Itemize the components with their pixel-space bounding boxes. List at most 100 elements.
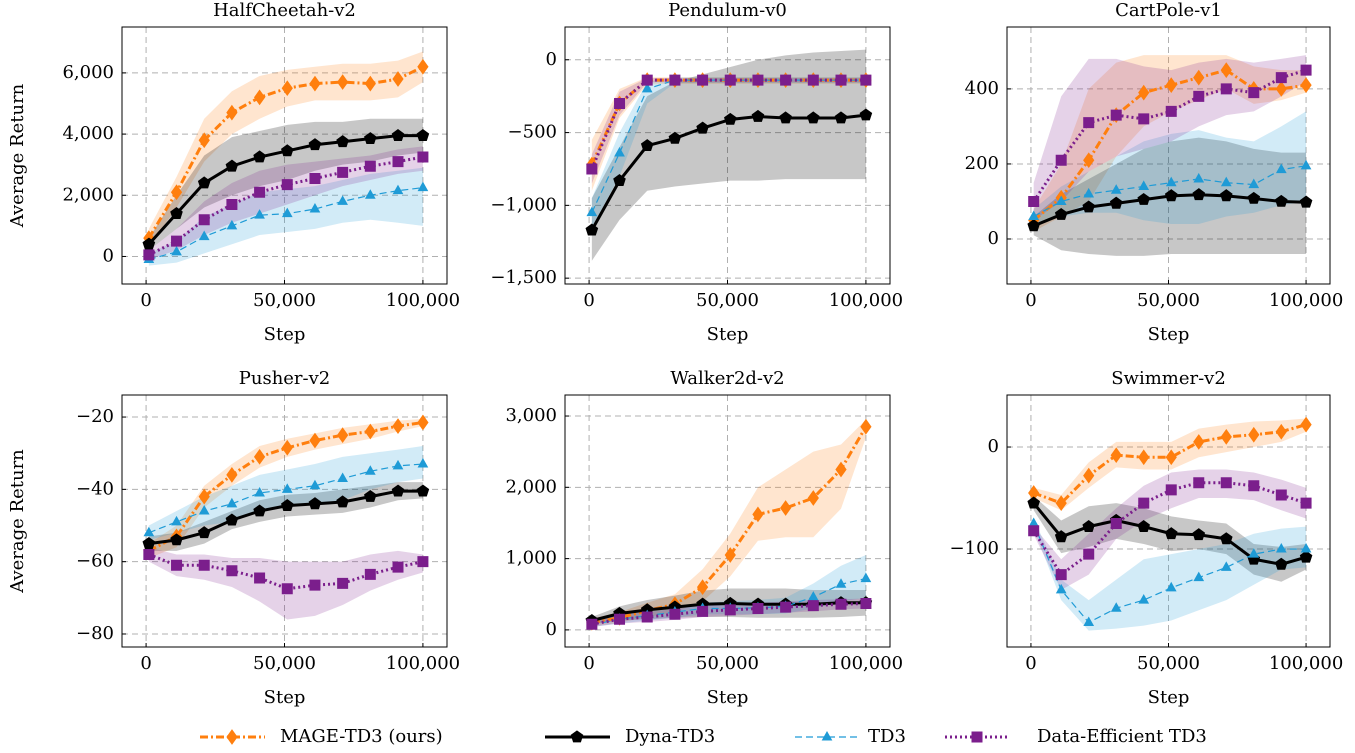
marker [416,484,430,497]
band [148,445,423,540]
marker [417,414,429,431]
marker [170,206,183,219]
marker [668,131,682,144]
marker [336,495,349,508]
x-tick-label: 0 [1025,290,1036,311]
marker [1275,543,1287,553]
x-tick-label: 100,000 [386,290,460,311]
marker [752,603,764,615]
marker [860,572,872,583]
marker [1299,550,1313,563]
marker [1275,489,1287,501]
band [1033,55,1307,232]
marker [143,548,155,560]
marker [1110,602,1122,612]
marker [171,235,183,247]
marker [586,163,598,175]
x-tick-label: 50,000 [696,290,759,311]
marker [1300,77,1312,94]
marker [669,608,681,620]
marker [807,74,819,86]
marker [1110,518,1122,530]
marker [171,245,182,256]
marker [416,128,430,141]
marker [1299,195,1313,208]
marker [364,160,376,172]
marker [1083,152,1095,169]
marker [724,604,736,616]
marker [337,74,349,90]
marker [1220,532,1233,545]
subplot: Pendulum-v0 Step −1,500 −1,000 −500 0 0 50,000 1… [490,0,903,345]
marker [1192,528,1206,541]
x-tick-label: 50,000 [253,290,316,311]
marker [807,111,820,124]
marker [1137,519,1150,532]
marker [198,214,210,226]
y-tick-label: −20 [76,406,114,427]
marker [1110,109,1122,121]
marker [1193,172,1205,183]
marker [1138,594,1150,604]
marker [834,111,848,124]
y-tick-label: 1,000 [505,548,557,569]
marker [640,139,654,151]
marker [1083,117,1095,129]
marker [254,186,266,198]
marker [364,423,376,440]
marker [143,526,155,537]
marker [1220,561,1232,571]
marker [198,230,210,241]
marker [337,166,349,178]
marker [696,579,709,595]
marker [570,730,584,743]
marker [417,151,429,163]
marker [337,195,348,205]
marker [1055,583,1067,594]
marker [1275,81,1287,97]
marker [254,209,265,219]
marker [1275,557,1288,570]
marker [752,74,764,86]
y-axis-label: Average Return [7,449,28,594]
subplot-title: Swimmer-v2 [1111,368,1226,389]
x-tick-label: 50,000 [1137,290,1200,311]
marker [724,112,737,125]
y-tick-label: 2,000 [505,476,557,497]
marker [807,591,819,601]
x-tick-label: 100,000 [1269,290,1343,311]
marker [641,82,653,93]
marker [807,490,819,506]
marker [751,109,765,122]
marker [1193,434,1205,450]
marker [1138,497,1150,509]
subplot: HalfCheetah-v2 Average Return Step 0 2,000 4,… [7,0,460,345]
x-tick-label: 50,000 [253,653,316,674]
axes-frame [1006,26,1331,285]
series-line [591,79,866,213]
marker [392,71,404,87]
marker [1110,447,1122,464]
x-axis-label: Step [707,687,749,708]
marker [254,486,265,497]
marker [1028,525,1040,537]
marker [1054,530,1068,543]
marker [198,505,210,515]
marker [835,74,847,86]
marker [1055,154,1067,166]
marker [281,483,293,493]
marker [281,583,293,595]
legend-label: Dyna-TD3 [625,726,715,747]
subplot-title: HalfCheetah-v2 [213,0,356,21]
marker [1248,87,1260,99]
marker [142,237,156,250]
y-tick-label: −80 [76,623,114,644]
marker [392,184,404,195]
subplot-title: Walker2d-v2 [670,368,784,389]
marker [971,731,983,743]
subplot-title: Pendulum-v0 [668,0,787,21]
x-tick-label: 0 [1025,653,1036,674]
marker [821,730,833,741]
marker [309,172,321,184]
marker [835,598,847,610]
